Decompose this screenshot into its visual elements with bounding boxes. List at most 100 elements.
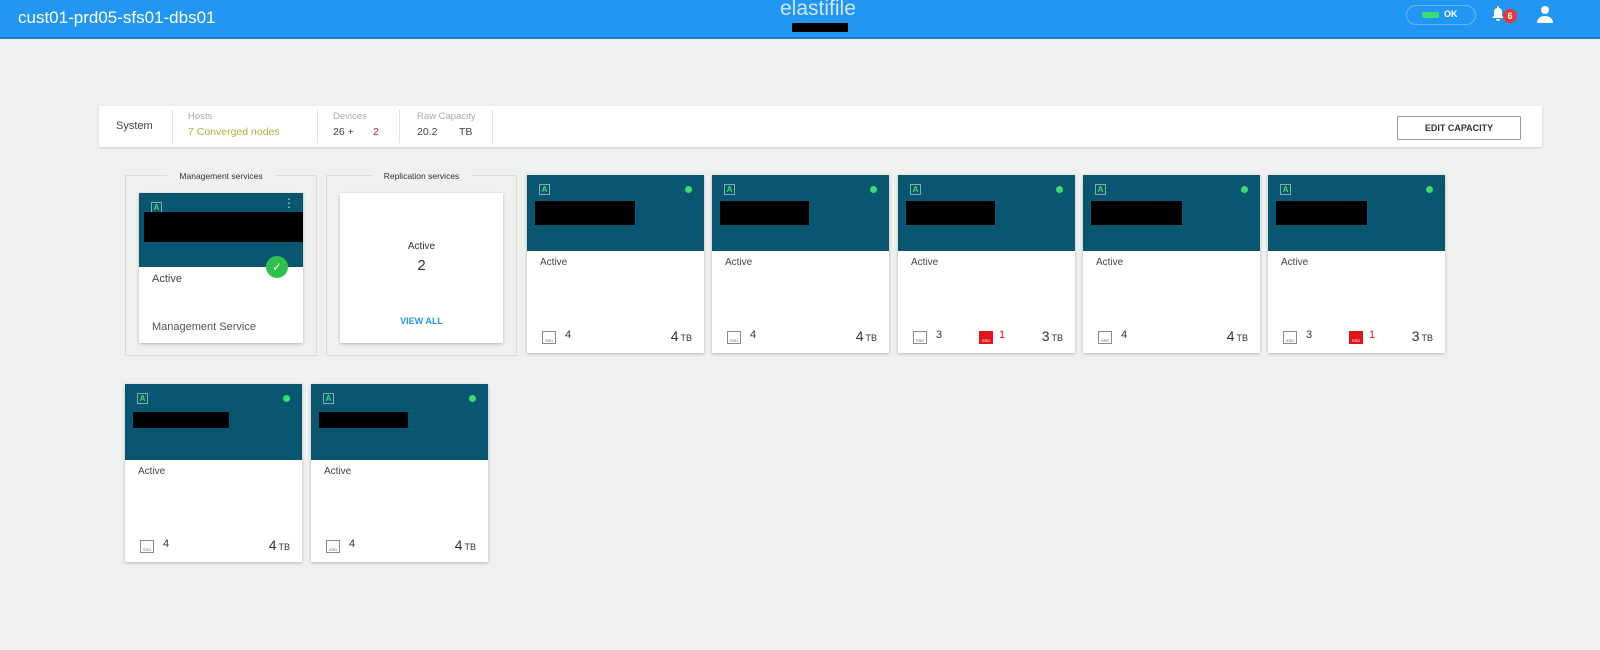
redacted-text [133,412,229,428]
redacted-text [792,23,848,32]
redacted-text [535,201,635,225]
a-badge-icon: A [724,184,735,195]
a-badge-icon: A [539,184,550,195]
devices-label: Devices [333,111,367,122]
capacity-value: 4 [670,328,679,344]
ssd-ok-count: 4 [163,538,170,550]
ssd-ok-count: 4 [1121,329,1128,341]
check-icon: ✓ [266,256,288,278]
health-indicator-icon [1422,12,1439,18]
redacted-text [144,212,303,242]
ssd-icon: SSD [1283,331,1297,344]
node-card[interactable]: A Active SSD 4 4 TB [1083,175,1260,353]
divider [399,110,400,143]
capacity-unit: TB [464,542,476,552]
ssd-failed-count[interactable]: 1 [999,329,1006,341]
ssd-failed-icon: SSD [1349,331,1363,344]
view-all-link[interactable]: VIEW ALL [400,316,443,326]
capacity-value: 3 [1041,328,1050,344]
elastifile-logo: elastifile [780,0,856,20]
capacity-value: 4 [268,537,277,553]
node-card[interactable]: A Active SSD 4 4 TB [125,384,302,562]
divider [492,110,493,143]
a-badge-icon: A [1280,184,1291,195]
node-capacity: 4 TB [856,328,877,344]
divider [317,110,318,143]
online-status-dot-icon [1056,186,1063,193]
top-bar: cust01-prd05-sfs01-dbs01 elastifile OK 6 [0,0,1600,39]
online-status-dot-icon [1241,186,1248,193]
capacity-unit: TB [680,333,692,343]
cluster-name: cust01-prd05-sfs01-dbs01 [18,8,216,27]
node-card[interactable]: A Active SSD 4 4 TB [527,175,704,353]
capacity-unit: TB [459,126,473,138]
capacity-value: 4 [855,328,864,344]
replication-service-card: Active 2 VIEW ALL [340,193,503,343]
ssd-ok-count: 3 [1306,329,1313,341]
redacted-text [906,201,995,225]
management-services-group: Management services A ⋮ ✓ Active Managem… [125,171,317,356]
status-text: Active [911,257,939,268]
node-card[interactable]: A Active SSD 4 4 TB [311,384,488,562]
status-text: Active [725,257,753,268]
node-capacity: 4 TB [1227,328,1248,344]
service-name: Management Service [152,321,256,333]
capacity-unit: TB [1236,333,1248,343]
ssd-ok-count: 3 [936,329,943,341]
node-card[interactable]: A Active SSD 3 SSD 1 3 TB [1268,175,1445,353]
capacity-unit: TB [1051,333,1063,343]
system-label: System [116,120,153,132]
online-status-dot-icon [283,395,290,402]
replication-count: 2 [417,257,426,274]
management-service-card[interactable]: A ⋮ ✓ Active Management Service [139,193,303,343]
a-badge-icon: A [910,184,921,195]
status-text: Active [152,273,182,285]
ssd-failed-icon: SSD [979,331,993,344]
user-icon[interactable] [1537,5,1553,23]
node-card[interactable]: A Active SSD 4 4 TB [712,175,889,353]
redacted-text [720,201,809,225]
ssd-ok-count: 4 [750,329,757,341]
capacity-value: 20.2 [417,126,438,138]
capacity-value: 4 [454,537,463,553]
status-text: Active [540,257,568,268]
ssd-icon: SSD [326,540,340,553]
status-text: Active [138,466,166,477]
group-title: Management services [167,171,275,181]
ssd-failed-count[interactable]: 1 [1369,329,1376,341]
edit-capacity-button[interactable]: EDIT CAPACITY [1397,116,1521,140]
divider [172,110,173,143]
capacity-value: 4 [1226,328,1235,344]
ssd-icon: SSD [913,331,927,344]
online-status-dot-icon [685,186,692,193]
status-text: Active [1281,257,1309,268]
ssd-ok-count: 4 [349,538,356,550]
node-capacity: 3 TB [1412,328,1433,344]
system-summary-bar: System Hosts 7 Converged nodes Devices 2… [99,106,1542,147]
health-status-button[interactable]: OK [1406,5,1476,25]
hosts-label: Hosts [188,111,213,122]
bell-icon[interactable] [1491,5,1505,21]
node-capacity: 4 TB [455,537,476,553]
group-title: Replication services [371,171,472,181]
a-badge-icon: A [137,393,148,404]
online-status-dot-icon [1426,186,1433,193]
online-status-dot-icon [870,186,877,193]
capacity-unit: TB [278,542,290,552]
ssd-icon: SSD [727,331,741,344]
capacity-unit: TB [865,333,877,343]
replication-services-group: Replication services Active 2 VIEW ALL [326,171,517,356]
ssd-icon: SSD [140,540,154,553]
status-text: Active [324,466,352,477]
status-text: Active [1096,257,1124,268]
node-capacity: 4 TB [269,537,290,553]
ssd-ok-count: 4 [565,329,572,341]
a-badge-icon: A [323,393,334,404]
node-card[interactable]: A Active SSD 3 SSD 1 3 TB [898,175,1075,353]
online-status-dot-icon [469,395,476,402]
capacity-unit: TB [1421,333,1433,343]
hosts-value[interactable]: 7 Converged nodes [188,126,280,138]
devices-failed[interactable]: 2 [373,126,379,138]
devices-ok: 26 + [333,126,354,138]
more-options-icon[interactable]: ⋮ [283,196,295,210]
